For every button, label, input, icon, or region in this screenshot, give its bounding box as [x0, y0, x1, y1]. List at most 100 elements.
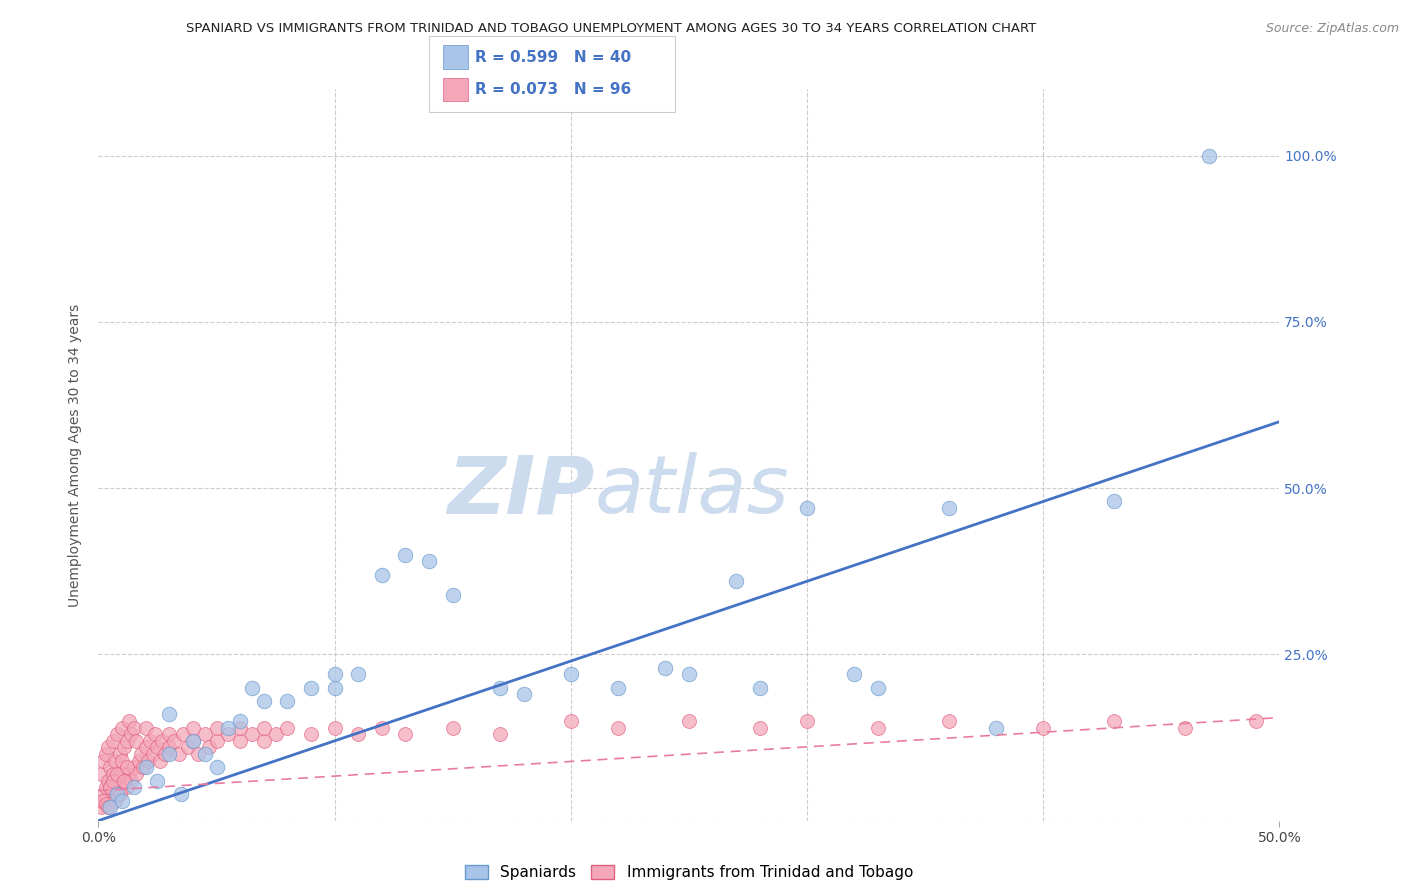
Point — [748, 721, 770, 735]
Point — [560, 714, 582, 728]
Text: ZIP: ZIP — [447, 452, 595, 531]
Point — [217, 721, 239, 735]
Text: atlas: atlas — [595, 452, 789, 531]
Point — [112, 740, 135, 755]
Point — [607, 681, 630, 695]
Point — [394, 548, 416, 562]
Point — [118, 767, 141, 781]
Point — [253, 694, 276, 708]
Point — [121, 727, 143, 741]
Point — [105, 773, 128, 788]
Point — [394, 727, 416, 741]
Point — [98, 800, 121, 814]
Point — [149, 754, 172, 768]
Point — [150, 734, 173, 748]
Point — [229, 714, 252, 728]
Point — [205, 760, 228, 774]
Point — [108, 787, 131, 801]
Point — [264, 727, 287, 741]
Point — [938, 714, 960, 728]
Legend: Spaniards, Immigrants from Trinidad and Tobago: Spaniards, Immigrants from Trinidad and … — [458, 859, 920, 886]
Y-axis label: Unemployment Among Ages 30 to 34 years: Unemployment Among Ages 30 to 34 years — [69, 303, 83, 607]
Point — [94, 780, 117, 795]
Point — [323, 721, 346, 735]
Point — [1244, 714, 1267, 728]
Point — [135, 760, 157, 774]
Point — [98, 760, 121, 774]
Point — [111, 754, 134, 768]
Point — [105, 787, 128, 801]
Point — [97, 773, 120, 788]
Point — [153, 747, 176, 761]
Point — [97, 800, 120, 814]
Point — [512, 687, 534, 701]
Point — [115, 780, 138, 795]
Point — [94, 747, 117, 761]
Point — [142, 747, 165, 761]
Point — [347, 727, 370, 741]
Point — [135, 721, 157, 735]
Point — [181, 734, 204, 748]
Point — [91, 787, 114, 801]
Point — [371, 567, 394, 582]
Point — [98, 780, 121, 795]
Point — [111, 721, 134, 735]
Point — [240, 727, 263, 741]
Point — [371, 721, 394, 735]
Point — [217, 727, 239, 741]
Point — [205, 734, 228, 748]
Point — [1174, 721, 1197, 735]
Point — [418, 554, 440, 568]
Point — [187, 747, 209, 761]
Point — [796, 501, 818, 516]
Point — [128, 754, 150, 768]
Point — [122, 760, 145, 774]
Point — [122, 721, 145, 735]
Point — [115, 760, 138, 774]
Point — [984, 721, 1007, 735]
Point — [122, 780, 145, 795]
Point — [97, 740, 120, 755]
Point — [101, 767, 124, 781]
Point — [104, 794, 127, 808]
Point — [299, 681, 322, 695]
Point — [101, 734, 124, 748]
Point — [125, 734, 148, 748]
Point — [194, 727, 217, 741]
Point — [104, 754, 127, 768]
Point — [135, 740, 157, 755]
Point — [748, 681, 770, 695]
Point — [118, 714, 141, 728]
Point — [1032, 721, 1054, 735]
Point — [132, 760, 155, 774]
Point — [111, 767, 134, 781]
Point — [253, 721, 276, 735]
Point — [112, 773, 135, 788]
Point — [347, 667, 370, 681]
Point — [229, 734, 252, 748]
Point — [181, 734, 204, 748]
Point — [323, 681, 346, 695]
Point — [90, 767, 112, 781]
Point — [938, 501, 960, 516]
Point — [866, 721, 889, 735]
Text: SPANIARD VS IMMIGRANTS FROM TRINIDAD AND TOBAGO UNEMPLOYMENT AMONG AGES 30 TO 34: SPANIARD VS IMMIGRANTS FROM TRINIDAD AND… — [187, 22, 1036, 36]
Point — [240, 681, 263, 695]
Point — [98, 780, 121, 795]
Point — [111, 794, 134, 808]
Point — [253, 734, 276, 748]
Point — [94, 797, 117, 811]
Text: Source: ZipAtlas.com: Source: ZipAtlas.com — [1265, 22, 1399, 36]
Point — [108, 747, 131, 761]
Point — [194, 747, 217, 761]
Point — [177, 740, 200, 755]
Point — [1198, 149, 1220, 163]
Point — [125, 767, 148, 781]
Point — [678, 714, 700, 728]
Point — [489, 681, 512, 695]
Point — [146, 773, 169, 788]
Point — [101, 773, 124, 788]
Point — [654, 661, 676, 675]
Point — [170, 787, 193, 801]
Point — [181, 721, 204, 735]
